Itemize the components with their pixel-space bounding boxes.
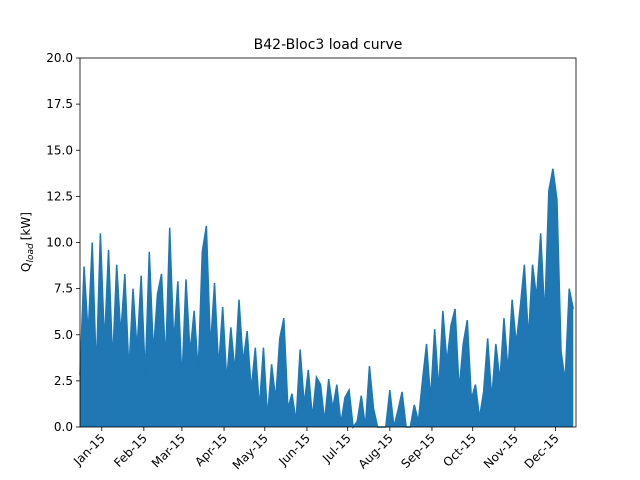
y-tick-label: 0.0 [54, 420, 73, 434]
area-fill [80, 168, 574, 427]
y-label-subscript: load [26, 243, 36, 263]
y-label-main: Q [19, 262, 33, 271]
y-tick-label: 7.5 [54, 282, 73, 296]
x-tick-label: Apr-15 [192, 431, 230, 469]
x-tick-label: Jun-15 [275, 431, 313, 469]
x-tick-label: Jan-15 [70, 431, 108, 469]
y-tick-label: 2.5 [54, 374, 73, 388]
y-tick-label: 5.0 [54, 328, 73, 342]
y-tick-label: 20.0 [46, 51, 73, 65]
x-tick-label: Oct-15 [440, 431, 478, 469]
y-tick-label: 10.0 [46, 236, 73, 250]
x-tick-label: Aug-15 [356, 431, 396, 471]
y-tick-label: 12.5 [46, 189, 73, 203]
chart-title: B42-Bloc3 load curve [254, 37, 403, 53]
x-tick-label: Mar-15 [149, 431, 188, 470]
x-tick-label: Dec-15 [522, 431, 562, 471]
x-tick-label: May-15 [230, 431, 271, 472]
x-tick-label: Nov-15 [481, 431, 521, 471]
y-axis-label: Qload [kW] [19, 212, 36, 272]
y-tick-label: 15.0 [46, 143, 73, 157]
x-tick-label: Feb-15 [111, 431, 150, 470]
load-line [79, 168, 575, 429]
x-tick-label: Jul-15 [319, 431, 354, 466]
x-tick-label: Sep-15 [398, 431, 438, 471]
y-label-unit: [kW] [19, 212, 33, 240]
y-tick-label: 17.5 [46, 97, 73, 111]
